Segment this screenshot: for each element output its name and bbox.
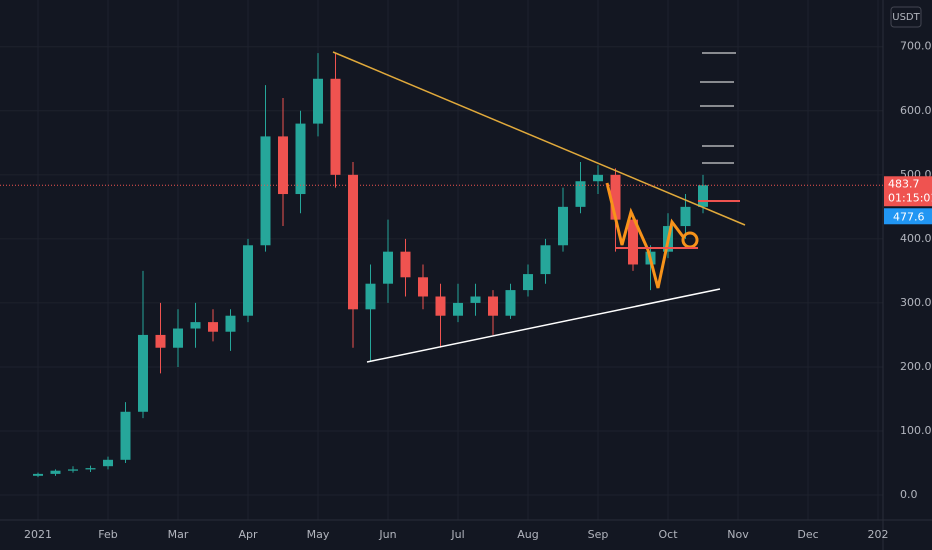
candle-body bbox=[68, 469, 78, 471]
x-tick-label: Jun bbox=[378, 528, 396, 541]
x-tick-label: Aug bbox=[517, 528, 538, 541]
candle-body bbox=[295, 123, 306, 195]
drawings bbox=[332, 51, 746, 363]
candle-body bbox=[400, 251, 411, 278]
candle-body bbox=[260, 136, 271, 246]
y-tick-label: 300.0 bbox=[900, 296, 932, 309]
x-tick-label: Nov bbox=[727, 528, 749, 541]
x-tick-label: 202 bbox=[868, 528, 889, 541]
candle-body bbox=[85, 468, 96, 470]
price-tag bbox=[884, 208, 932, 225]
y-tick-label: 200.0 bbox=[900, 360, 932, 373]
candle-body bbox=[558, 206, 568, 246]
trendline bbox=[332, 51, 746, 226]
y-tick-label: 700.0 bbox=[900, 40, 932, 53]
candle-body bbox=[435, 296, 446, 316]
candle-body bbox=[190, 322, 201, 329]
prev-price-label: 477.6 bbox=[893, 210, 925, 223]
pattern bbox=[605, 182, 686, 289]
x-tick-label: Oct bbox=[658, 528, 678, 541]
y-tick-label: 400.0 bbox=[900, 232, 932, 245]
candle-body bbox=[278, 136, 288, 195]
candle-body bbox=[540, 245, 551, 275]
candle-body bbox=[418, 277, 428, 297]
last-price-label: 483.7 bbox=[888, 177, 920, 190]
currency-box[interactable] bbox=[890, 6, 922, 28]
x-tick-label: May bbox=[307, 528, 330, 541]
candle-body bbox=[610, 174, 621, 220]
candle-body bbox=[33, 473, 43, 476]
candle-body bbox=[103, 459, 113, 467]
candle-body bbox=[680, 206, 691, 227]
candle-body bbox=[243, 245, 253, 316]
y-tick-label: 100.0 bbox=[900, 424, 932, 437]
y-tick-label: 0.0 bbox=[900, 488, 918, 501]
x-tick-label: Mar bbox=[168, 528, 189, 541]
candle-body bbox=[365, 283, 376, 310]
candle-body bbox=[313, 78, 323, 124]
candle-body bbox=[628, 219, 638, 265]
candle-body bbox=[208, 322, 218, 332]
candle-body bbox=[488, 296, 498, 316]
candle-body bbox=[523, 274, 533, 291]
trendline bbox=[366, 288, 721, 363]
currency: USDT bbox=[892, 12, 920, 23]
x-tick-label: Dec bbox=[797, 528, 818, 541]
x-tick-label: Apr bbox=[238, 528, 258, 541]
candle-body bbox=[575, 181, 586, 207]
x-tick-label: Jul bbox=[450, 528, 464, 541]
x-tick-label: Feb bbox=[98, 528, 117, 541]
candle-body bbox=[593, 174, 603, 182]
countdown-label: 01:15:01 bbox=[888, 191, 932, 204]
candle-body bbox=[155, 334, 166, 348]
y-tick-label: 600.0 bbox=[900, 104, 932, 117]
candle-body bbox=[470, 296, 481, 303]
price-tag bbox=[884, 176, 932, 207]
candle-body bbox=[50, 470, 61, 474]
candle-body bbox=[138, 334, 148, 412]
candle-body bbox=[330, 78, 341, 175]
x-tick-label: 2021 bbox=[24, 528, 52, 541]
candle-body bbox=[173, 328, 183, 348]
candle-body bbox=[120, 411, 131, 460]
candle-body bbox=[348, 174, 358, 310]
x-tick-label: Sep bbox=[588, 528, 609, 541]
candle-body bbox=[383, 251, 393, 284]
candle-body bbox=[453, 302, 463, 316]
candle-body bbox=[505, 290, 516, 316]
candle-body bbox=[225, 315, 236, 332]
candle-body bbox=[698, 185, 708, 207]
